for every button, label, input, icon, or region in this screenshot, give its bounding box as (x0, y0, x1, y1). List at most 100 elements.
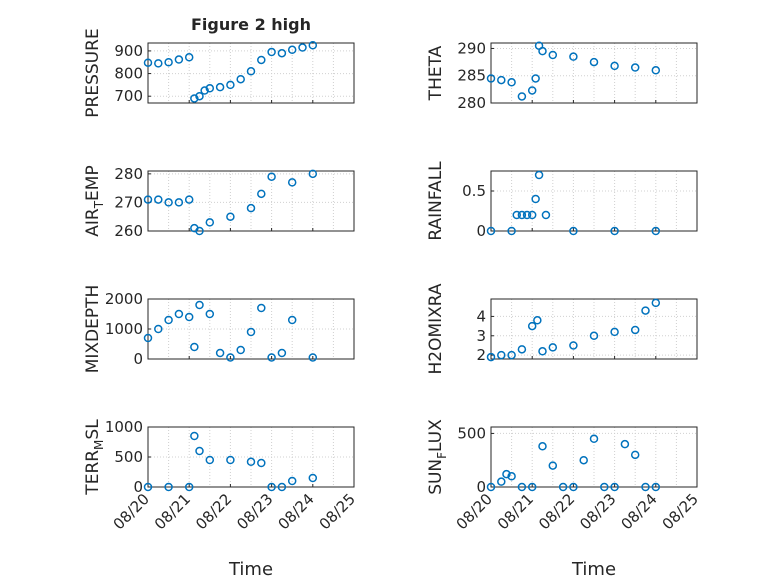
data-point (226, 212, 235, 221)
y-axis-label: SUNFLUX (426, 419, 449, 495)
x-tick-label: 08/21 (151, 490, 194, 533)
data-point (651, 226, 661, 236)
data-point (527, 210, 537, 220)
data-point (538, 347, 547, 356)
data-point (497, 350, 506, 360)
axes-box (490, 426, 698, 488)
data-point (226, 80, 235, 90)
data-point (205, 84, 215, 93)
subplot-rainfall: 0 0.5 RAINFALL (426, 161, 698, 241)
data-point (308, 41, 318, 50)
data-point (267, 47, 276, 57)
y-tick-label: 1000 (105, 418, 143, 436)
data-point (154, 324, 163, 334)
data-point (277, 48, 287, 58)
data-point (507, 472, 516, 481)
data-point (246, 203, 256, 213)
y-tick-label: 270 (114, 193, 143, 211)
data-point (507, 78, 516, 87)
data-point (538, 46, 547, 56)
data-point (215, 82, 225, 92)
axes-box (490, 298, 698, 360)
y-tick-label: 2 (476, 346, 486, 364)
data-point (205, 455, 215, 465)
data-point (267, 353, 276, 362)
data-point (522, 210, 532, 220)
y-tick-label: 0 (476, 478, 486, 496)
data-point (287, 315, 297, 325)
data-point (257, 303, 266, 313)
data-point (200, 86, 209, 95)
x-tick-label: 08/23 (233, 490, 276, 533)
y-tick-label: 0 (476, 222, 486, 240)
y-tick-label: 2000 (105, 290, 143, 308)
x-tick-label: 08/22 (535, 490, 578, 533)
data-point (641, 306, 650, 315)
data-point (226, 353, 235, 362)
data-point (610, 327, 619, 337)
data-point (184, 195, 194, 204)
data-point (497, 477, 506, 486)
y-tick-label: 0 (133, 478, 143, 496)
subplot-air-temp: 260 270 280 AIRTEMP (83, 165, 355, 240)
data-point (538, 442, 547, 451)
data-point (502, 469, 511, 479)
data-point (589, 57, 599, 67)
data-point (143, 58, 153, 67)
axes-box (490, 42, 698, 104)
data-point (257, 458, 266, 468)
data-point (164, 315, 173, 325)
data-point (184, 312, 194, 322)
data-point (287, 476, 297, 486)
data-point (257, 189, 266, 199)
data-point (541, 210, 551, 220)
subplot-pressure: 700 800 900 PRESSURE (83, 28, 355, 118)
axes-box (490, 170, 698, 232)
data-point (641, 482, 650, 492)
y-axis-label: RAINFALL (426, 161, 446, 241)
x-tick-label: 08/23 (576, 490, 619, 533)
x-tick-label: 08/24 (617, 490, 660, 533)
data-point (589, 434, 599, 444)
data-point (569, 52, 578, 61)
data-point (174, 309, 184, 319)
y-tick-label: 260 (114, 222, 143, 240)
data-point (205, 218, 215, 227)
data-point (143, 333, 153, 343)
y-tick-label: 290 (457, 39, 486, 57)
data-point (190, 94, 199, 103)
data-point (195, 300, 204, 310)
data-point (497, 75, 506, 85)
data-point (205, 309, 215, 319)
data-point (257, 55, 266, 65)
x-tick-label: 08/22 (192, 490, 235, 533)
data-point (531, 194, 540, 204)
data-point (154, 195, 163, 204)
x-tick-label: 08/25 (316, 490, 359, 533)
y-tick-label: 3 (476, 327, 486, 345)
data-point (308, 473, 318, 483)
y-tick-label: 1000 (105, 320, 143, 338)
data-point (610, 482, 619, 492)
data-point (517, 210, 527, 220)
data-point (143, 482, 153, 492)
x-tick-label: 08/21 (494, 490, 537, 533)
data-point (517, 345, 527, 354)
data-point (246, 457, 256, 467)
y-tick-label: 900 (114, 42, 143, 60)
axes-box (147, 42, 355, 104)
data-point (236, 74, 245, 84)
data-point (548, 461, 558, 470)
x-tick-label: 08/25 (659, 490, 702, 533)
data-point (215, 348, 225, 358)
data-point (512, 210, 521, 220)
data-point (527, 86, 537, 95)
data-point (195, 91, 204, 101)
data-point (548, 343, 558, 352)
data-point (486, 482, 496, 492)
data-point (486, 352, 496, 362)
data-point (531, 74, 540, 83)
y-axis-label: TERRMSL (83, 419, 106, 496)
